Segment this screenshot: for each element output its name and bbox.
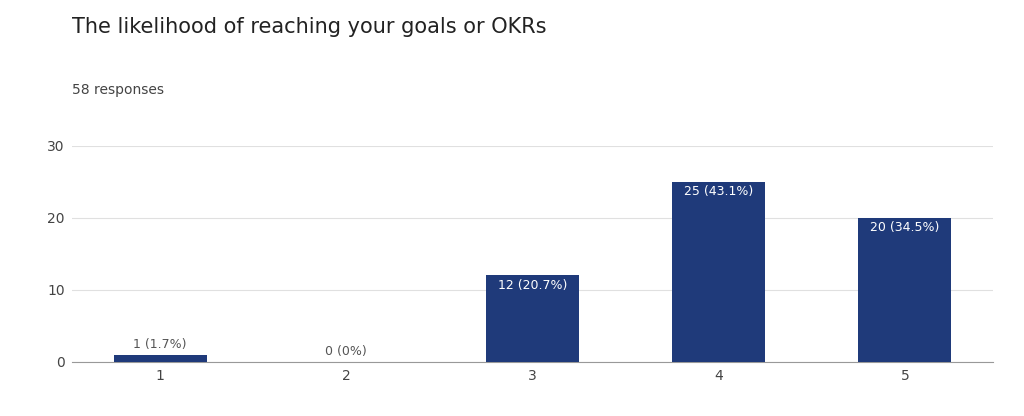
Text: 58 responses: 58 responses [72, 83, 164, 97]
Text: 25 (43.1%): 25 (43.1%) [684, 185, 754, 198]
Text: 20 (34.5%): 20 (34.5%) [870, 221, 940, 234]
Bar [672, 182, 765, 362]
Bar [858, 218, 951, 362]
Text: The likelihood of reaching your goals or OKRs: The likelihood of reaching your goals or… [72, 17, 546, 37]
Bar [114, 355, 207, 362]
Text: 1 (1.7%): 1 (1.7%) [133, 338, 186, 351]
Bar [486, 275, 579, 362]
Text: 12 (20.7%): 12 (20.7%) [498, 279, 567, 292]
Text: 0 (0%): 0 (0%) [326, 345, 368, 358]
